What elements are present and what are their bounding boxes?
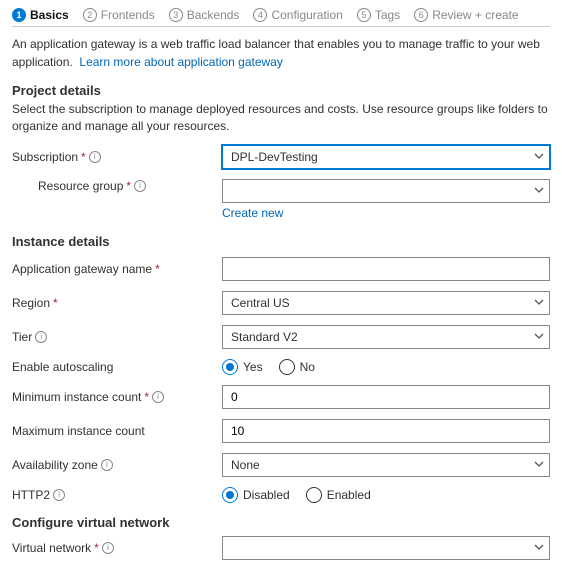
info-icon[interactable]: i — [53, 489, 65, 501]
tab-frontends[interactable]: 2 Frontends — [83, 8, 155, 22]
label-text: Subscription — [12, 150, 78, 164]
az-select[interactable]: None — [222, 453, 550, 477]
tab-step-icon: 2 — [83, 8, 97, 22]
vnet-heading: Configure virtual network — [12, 515, 550, 530]
select-value: Central US — [231, 296, 290, 310]
region-select[interactable]: Central US — [222, 291, 550, 315]
radio-label: Yes — [243, 360, 263, 374]
label-text: Tier — [12, 330, 32, 344]
radio-label: Disabled — [243, 488, 290, 502]
radio-icon — [222, 487, 238, 503]
tab-label: Backends — [187, 8, 240, 22]
required-icon: * — [126, 179, 131, 193]
subscription-label: Subscription * i — [12, 150, 222, 164]
required-icon: * — [81, 150, 86, 164]
required-icon: * — [144, 390, 149, 404]
tab-step-icon: 1 — [12, 8, 26, 22]
min-instance-input[interactable] — [222, 385, 550, 409]
tab-step-icon: 6 — [414, 8, 428, 22]
label-text: Maximum instance count — [12, 424, 145, 438]
az-label: Availability zone i — [12, 458, 222, 472]
radio-icon — [306, 487, 322, 503]
select-value: DPL-DevTesting — [231, 150, 318, 164]
resource-group-label: Resource group * i — [12, 179, 222, 193]
max-instance-label: Maximum instance count — [12, 424, 222, 438]
project-details-heading: Project details — [12, 83, 550, 98]
tab-review-create[interactable]: 6 Review + create — [414, 8, 518, 22]
radio-icon — [279, 359, 295, 375]
label-text: Resource group — [38, 179, 123, 193]
autoscale-no-radio[interactable]: No — [279, 359, 315, 375]
label-text: Enable autoscaling — [12, 360, 113, 374]
vnet-label: Virtual network * i — [12, 541, 222, 555]
info-icon[interactable]: i — [134, 180, 146, 192]
tier-label: Tier i — [12, 330, 222, 344]
tab-label: Configuration — [271, 8, 342, 22]
info-icon[interactable]: i — [89, 151, 101, 163]
radio-label: Enabled — [327, 488, 371, 502]
tab-label: Review + create — [432, 8, 518, 22]
required-icon: * — [53, 296, 58, 310]
tab-tags[interactable]: 5 Tags — [357, 8, 400, 22]
autoscale-label: Enable autoscaling — [12, 360, 222, 374]
tab-step-icon: 3 — [169, 8, 183, 22]
required-icon: * — [94, 541, 99, 555]
http2-label: HTTP2 i — [12, 488, 222, 502]
info-icon[interactable]: i — [102, 542, 114, 554]
subscription-select[interactable]: DPL-DevTesting — [222, 145, 550, 169]
region-label: Region * — [12, 296, 222, 310]
tab-configuration[interactable]: 4 Configuration — [253, 8, 342, 22]
tab-label: Frontends — [101, 8, 155, 22]
tab-step-icon: 5 — [357, 8, 371, 22]
learn-more-link[interactable]: Learn more about application gateway — [79, 55, 282, 69]
http2-disabled-radio[interactable]: Disabled — [222, 487, 290, 503]
agw-name-label: Application gateway name * — [12, 262, 222, 276]
tab-label: Basics — [30, 8, 69, 22]
radio-label: No — [300, 360, 315, 374]
project-details-sub: Select the subscription to manage deploy… — [12, 101, 550, 135]
create-new-link[interactable]: Create new — [222, 206, 283, 220]
wizard-tabs: 1 Basics 2 Frontends 3 Backends 4 Config… — [12, 8, 550, 27]
agw-name-input[interactable] — [222, 257, 550, 281]
max-instance-input[interactable] — [222, 419, 550, 443]
label-text: Application gateway name — [12, 262, 152, 276]
vnet-select[interactable] — [222, 536, 550, 560]
http2-enabled-radio[interactable]: Enabled — [306, 487, 371, 503]
tab-backends[interactable]: 3 Backends — [169, 8, 240, 22]
label-text: Minimum instance count — [12, 390, 141, 404]
radio-icon — [222, 359, 238, 375]
autoscale-yes-radio[interactable]: Yes — [222, 359, 263, 375]
label-text: HTTP2 — [12, 488, 50, 502]
label-text: Region — [12, 296, 50, 310]
resource-group-select[interactable] — [222, 179, 550, 203]
select-value: Standard V2 — [231, 330, 298, 344]
tab-label: Tags — [375, 8, 400, 22]
min-instance-label: Minimum instance count * i — [12, 390, 222, 404]
label-text: Availability zone — [12, 458, 98, 472]
select-value: None — [231, 458, 260, 472]
tab-step-icon: 4 — [253, 8, 267, 22]
tab-basics[interactable]: 1 Basics — [12, 8, 69, 22]
info-icon[interactable]: i — [35, 331, 47, 343]
required-icon: * — [155, 262, 160, 276]
info-icon[interactable]: i — [152, 391, 164, 403]
intro-text: An application gateway is a web traffic … — [12, 35, 550, 71]
instance-details-heading: Instance details — [12, 234, 550, 249]
tier-select[interactable]: Standard V2 — [222, 325, 550, 349]
info-icon[interactable]: i — [101, 459, 113, 471]
label-text: Virtual network — [12, 541, 91, 555]
